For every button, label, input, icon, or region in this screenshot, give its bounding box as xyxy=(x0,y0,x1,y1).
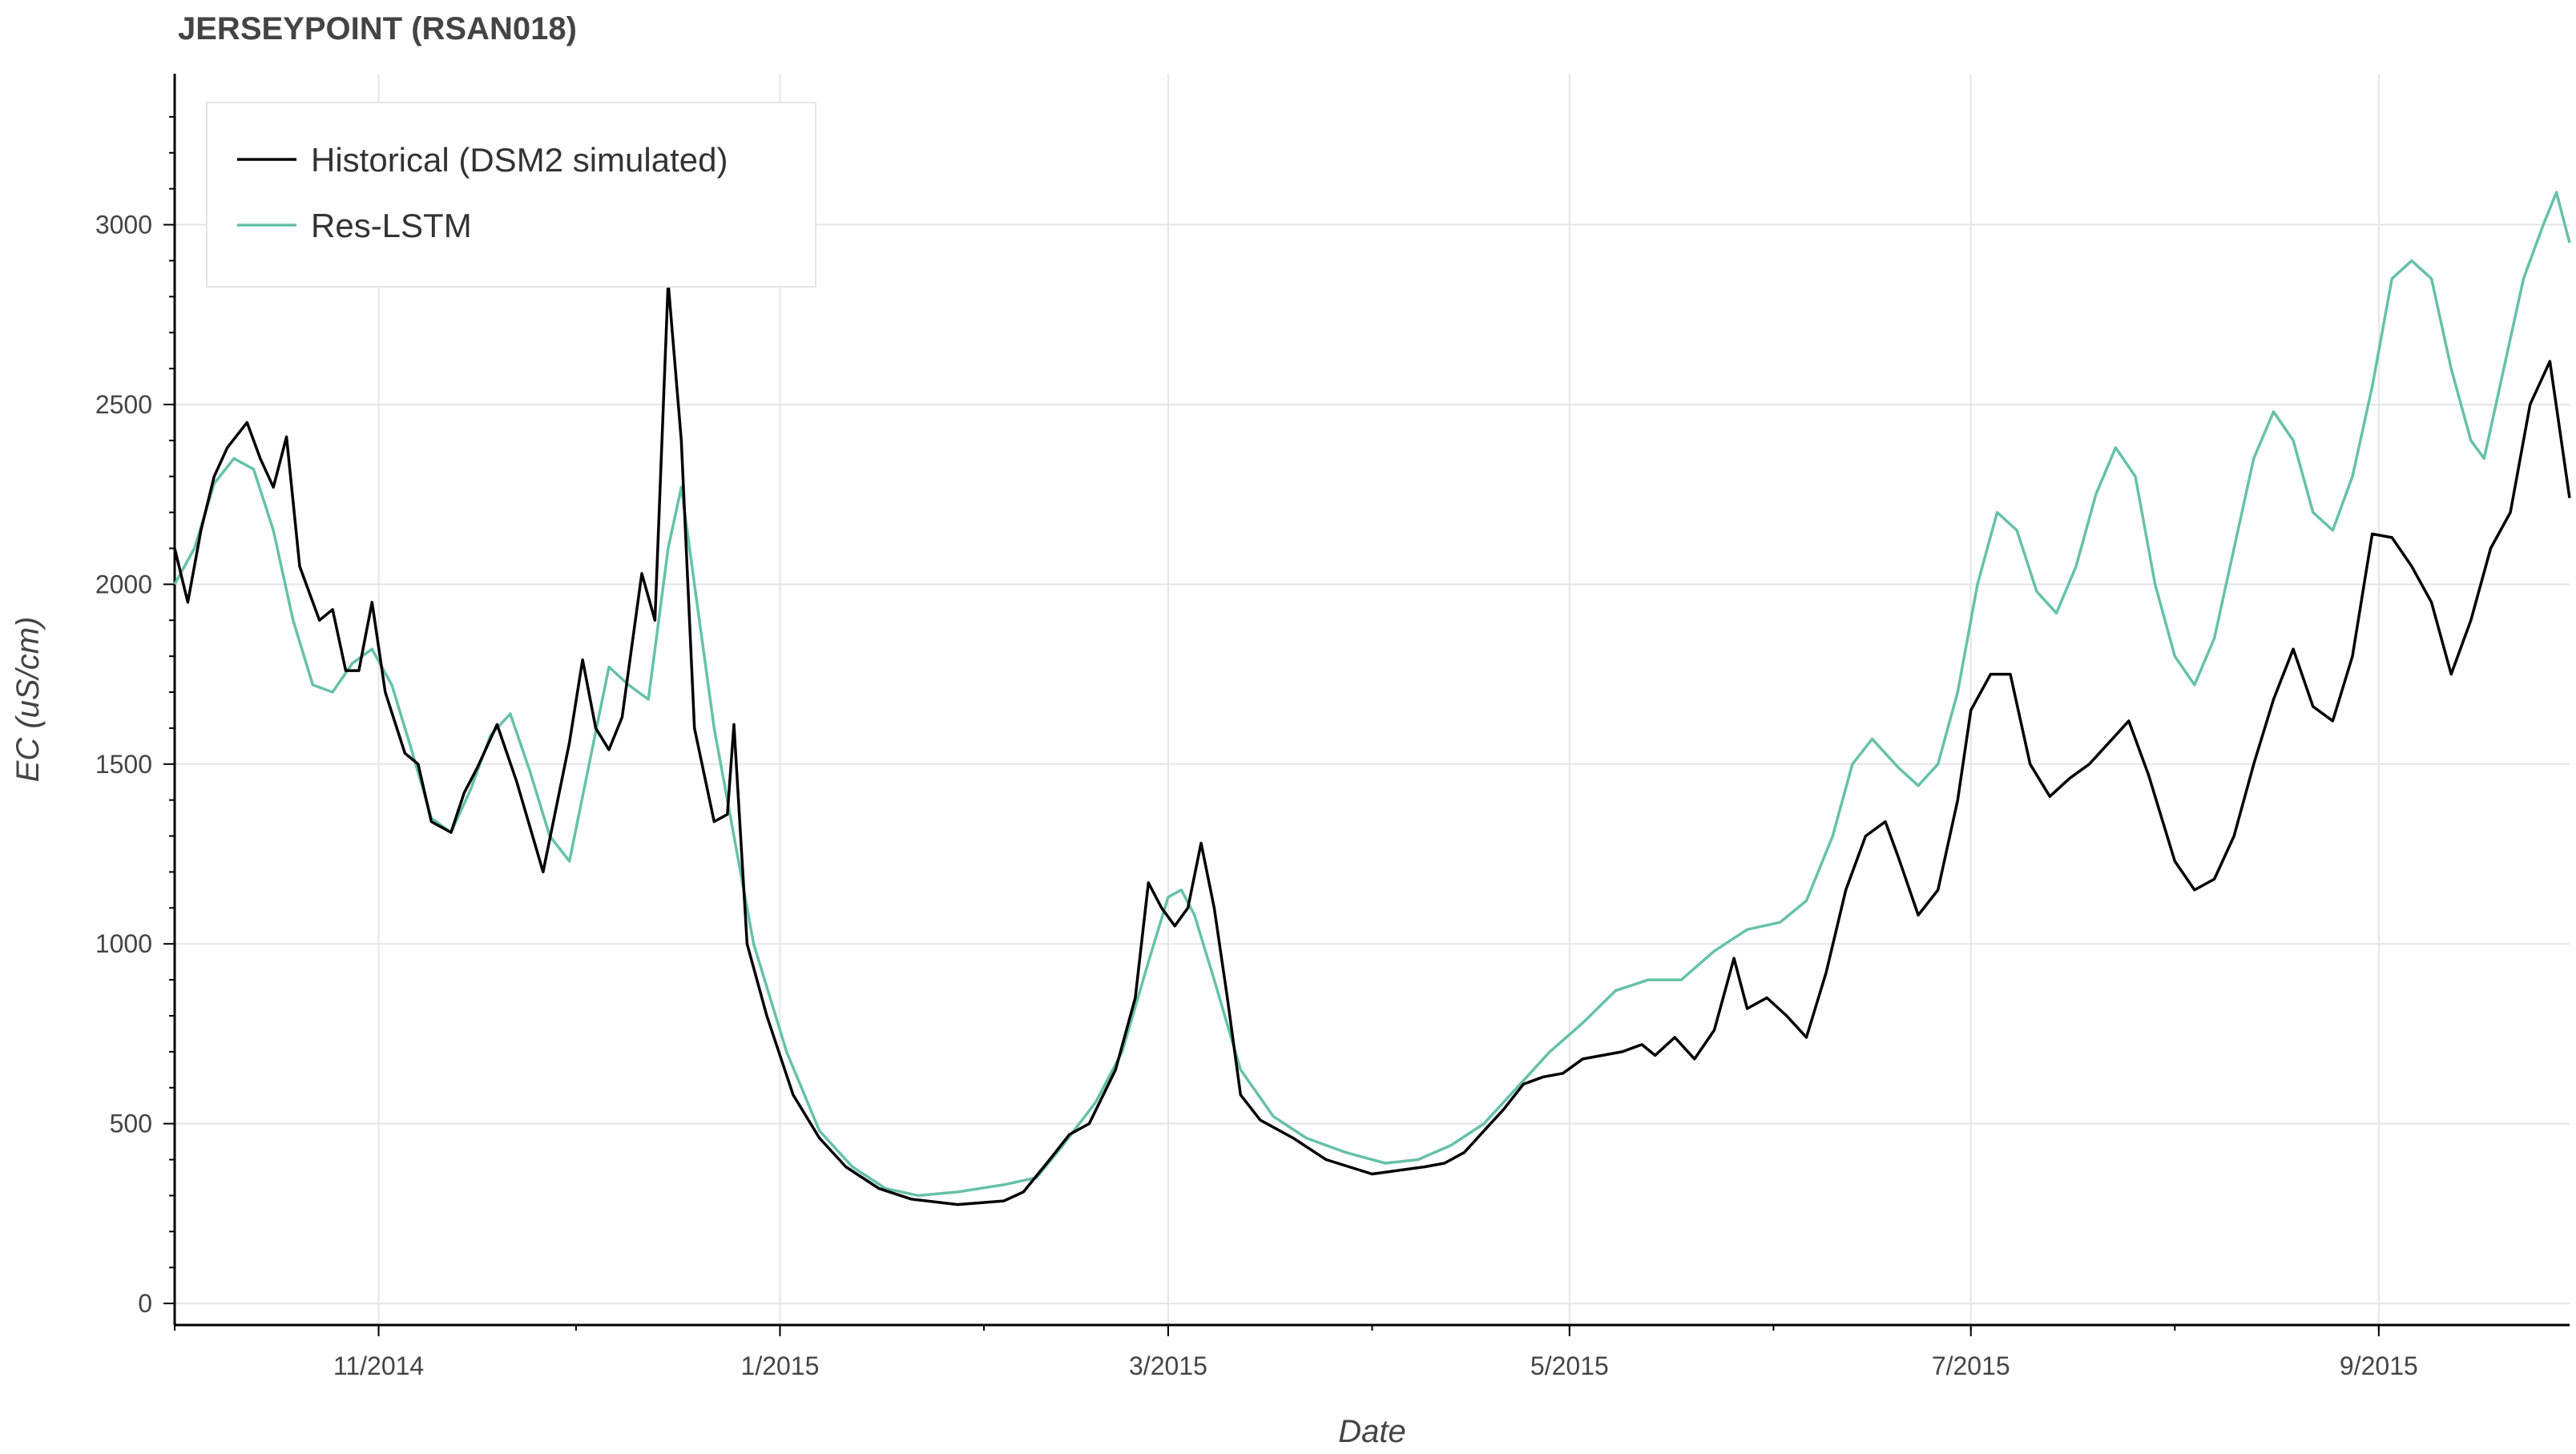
x-tick-label: 3/2015 xyxy=(1129,1351,1207,1380)
y-tick-label: 2500 xyxy=(95,390,152,419)
y-axis-label: EC (uS/cm) xyxy=(10,617,46,783)
series-line-res-lstm xyxy=(173,191,2571,1198)
x-tick-label: 9/2015 xyxy=(2340,1351,2418,1380)
legend-label: Historical (DSM2 simulated) xyxy=(311,141,728,179)
x-tick-label: 7/2015 xyxy=(1932,1351,2010,1380)
legend-box xyxy=(206,102,816,288)
y-tick-label: 1500 xyxy=(95,750,152,779)
y-tick-label: 500 xyxy=(110,1110,152,1138)
axes: 0 500 1000 1500 2000 2500 3000 11/2014 1/2015 3/2… xyxy=(95,74,2570,1380)
y-tick-label: 1000 xyxy=(95,929,152,958)
y-tick-label: 2000 xyxy=(95,570,152,598)
series-layer xyxy=(173,191,2571,1206)
y-tick-label: 0 xyxy=(138,1289,152,1318)
x-tick-label: 1/2015 xyxy=(741,1351,820,1380)
legend: Historical (DSM2 simulated) Res-LSTM xyxy=(206,102,816,288)
x-tick-label: 11/2014 xyxy=(333,1351,424,1380)
x-axis-label: Date xyxy=(1338,1414,1406,1449)
x-tick-label: 5/2015 xyxy=(1530,1351,1609,1380)
legend-label: Res-LSTM xyxy=(311,207,472,244)
series-line-historical xyxy=(173,280,2571,1206)
grid xyxy=(175,74,2570,1325)
y-tick-label: 3000 xyxy=(95,211,152,240)
chart-title: JERSEYPOINT (RSAN018) xyxy=(178,11,577,46)
